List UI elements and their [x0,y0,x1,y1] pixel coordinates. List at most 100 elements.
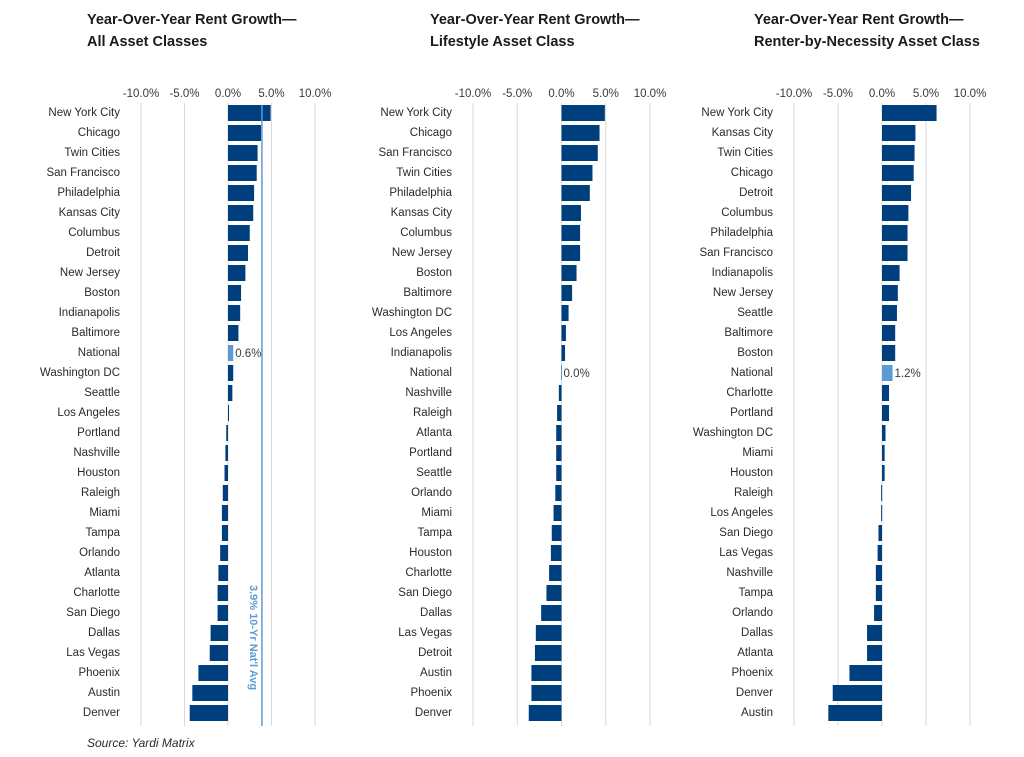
category-label: Miami [89,507,120,519]
category-label: San Francisco [699,247,773,259]
bar [882,225,908,241]
reference-line-label: 3.9% 10-Yr Nat'l Avg [247,585,259,690]
bar [561,285,573,301]
category-label: New York City [48,107,120,119]
x-tick-label: 0.0% [869,88,895,100]
bar [558,385,562,401]
category-label: San Diego [719,527,773,539]
chart-title: Year-Over-Year Rent Growth— [430,12,640,28]
bar [882,385,890,401]
bar [881,485,883,501]
bar [221,505,228,521]
category-label: Detroit [86,247,121,259]
category-label: Miami [421,507,452,519]
category-label: Nashville [73,447,120,459]
x-tick-label: 0.0% [215,88,241,100]
bar [875,585,882,601]
category-label: Nashville [726,567,773,579]
bar [882,325,896,341]
category-label: Houston [730,467,773,479]
category-label: Boston [84,287,120,299]
bar [561,325,566,341]
category-label: Baltimore [403,287,452,299]
bar [217,585,228,601]
category-label: Indianapolis [391,347,453,359]
category-label: Boston [416,267,452,279]
data-label: 0.6% [235,348,261,360]
chart-1: Year-Over-Year Rent Growth— All Asset Cla… [40,12,331,726]
bar [561,245,581,261]
bar [228,165,257,181]
bar [878,525,882,541]
bar [228,205,254,221]
category-label: Chicago [78,127,120,139]
bar [882,145,915,161]
bar [557,405,562,421]
bar [882,465,885,481]
category-label: Columbus [400,227,452,239]
x-tick-label: 5.0% [258,88,284,100]
bar [528,705,562,721]
category-label: Raleigh [81,487,120,499]
category-label: Columbus [68,227,120,239]
category-label: Indianapolis [712,267,774,279]
category-label: Dallas [420,607,452,619]
bar [222,485,228,501]
category-label: Houston [77,467,120,479]
bar-national [882,365,893,381]
bar [218,565,228,581]
chart-title: Year-Over-Year Rent Growth— [754,12,964,28]
x-tick-label: -5.0% [169,88,199,100]
category-label: Nashville [405,387,452,399]
category-label: Baltimore [71,327,120,339]
bar [228,145,258,161]
bar [561,145,598,161]
category-label: Washington DC [40,367,120,379]
bar [228,105,271,121]
category-label: Twin Cities [64,147,120,159]
category-label: Denver [415,707,452,719]
bar-national [228,345,234,361]
category-label: Washington DC [372,307,452,319]
category-label: San Francisco [46,167,120,179]
category-label: Twin Cities [717,147,773,159]
category-label: Raleigh [413,407,452,419]
category-label: New Jersey [713,287,773,299]
bar [882,405,890,421]
chart-2: Year-Over-Year Rent Growth— Lifestyle Ass… [372,12,666,726]
category-label: Tampa [417,527,452,539]
category-label: Orlando [411,487,452,499]
category-label: Atlanta [416,427,452,439]
bar [882,245,908,261]
x-tick-label: -5.0% [502,88,532,100]
bar [882,105,937,121]
bar [221,525,228,541]
category-label: Phoenix [78,667,120,679]
x-tick-label: 5.0% [913,88,939,100]
category-label: Denver [83,707,120,719]
chart-title: Lifestyle Asset Class [430,34,575,50]
bar [849,665,882,681]
category-label: Miami [742,447,773,459]
bar [555,485,562,501]
bar [882,285,898,301]
bar [534,645,562,661]
category-label: Los Angeles [710,507,773,519]
category-label: Kansas City [59,207,121,219]
bar [828,705,882,721]
bar [228,405,229,421]
data-label: 1.2% [895,368,921,380]
category-label: New York City [380,107,452,119]
bar [561,305,569,321]
bar [882,125,916,141]
bar [228,245,249,261]
bar [882,205,909,221]
source-note: Source: Yardi Matrix [87,736,196,750]
category-label: Twin Cities [396,167,452,179]
category-label: Portland [730,407,773,419]
bar [550,545,562,561]
category-label: Orlando [79,547,120,559]
bar [556,465,562,481]
category-label: Baltimore [724,327,773,339]
bar [875,565,882,581]
